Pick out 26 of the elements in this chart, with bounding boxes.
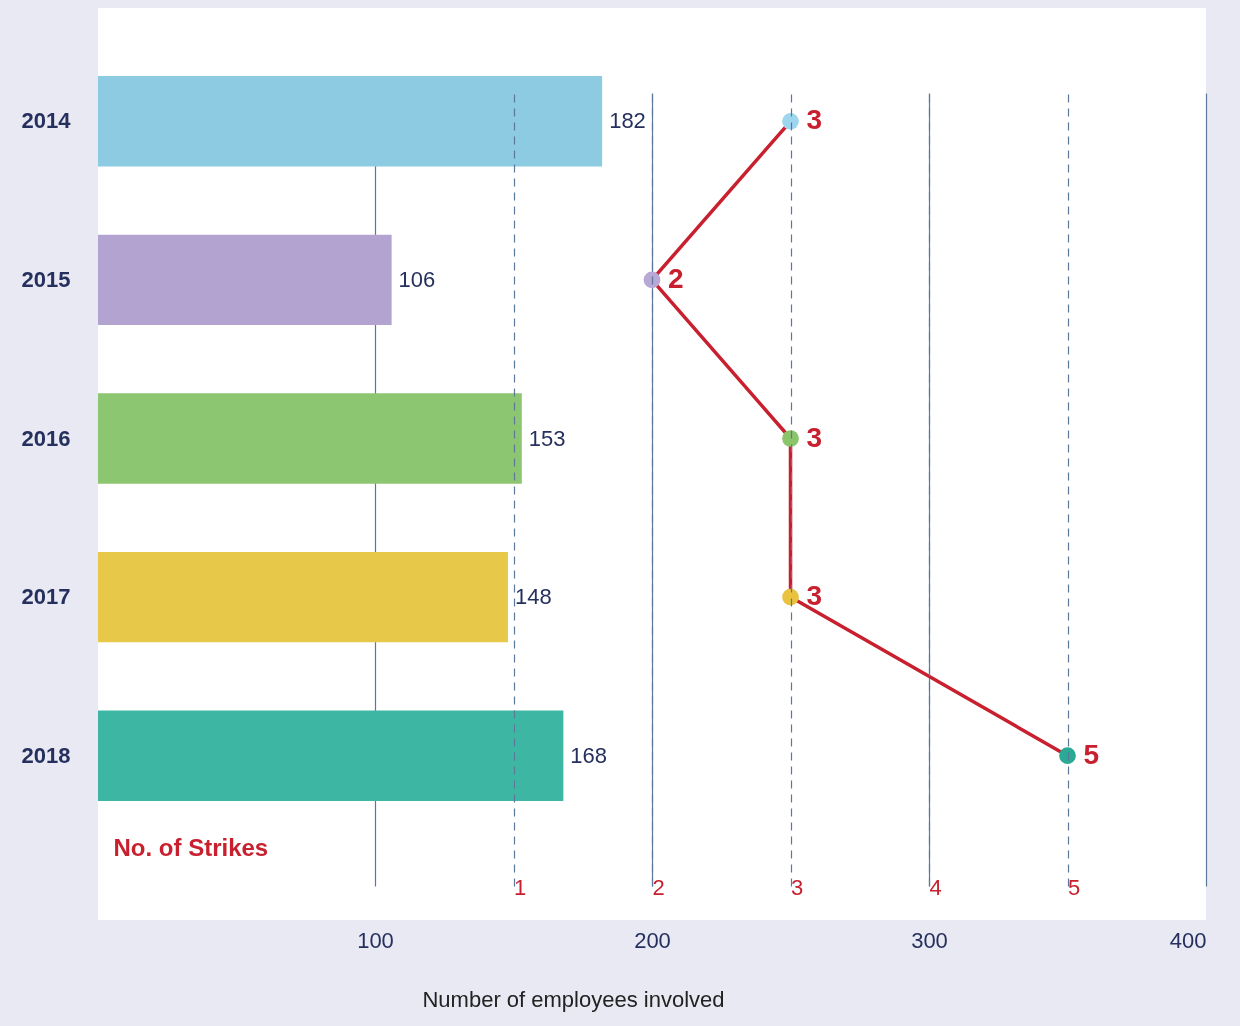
x2-axis-title: No. of Strikes xyxy=(113,833,269,861)
x2-tick-label: 4 xyxy=(929,874,942,900)
data-label: 3 xyxy=(806,421,823,453)
x-tick-label: 300 xyxy=(911,927,948,953)
data-label: 168 xyxy=(570,742,608,768)
y-tick-label: 2016 xyxy=(21,425,71,451)
y-tick-label: 2014 xyxy=(21,108,72,134)
data-label: 3 xyxy=(806,104,823,136)
x2-tick-label: 3 xyxy=(791,874,804,900)
data-label: 153 xyxy=(528,425,566,451)
data-label: 5 xyxy=(1083,738,1100,770)
data-label: 3 xyxy=(806,580,823,612)
x-tick-label: 400 xyxy=(1169,927,1207,953)
x-tick-label: 200 xyxy=(634,927,671,953)
data-label: 106 xyxy=(398,266,436,292)
y-tick-label: 2017 xyxy=(21,584,71,610)
x2-tick-label: 5 xyxy=(1068,874,1081,900)
data-label: 2 xyxy=(668,262,684,294)
x2-tick-label: 2 xyxy=(652,874,665,900)
y-tick-label: 2015 xyxy=(21,266,71,292)
data-label: 148 xyxy=(514,584,552,610)
data-label: 182 xyxy=(609,108,646,134)
x-tick-label: 100 xyxy=(357,927,394,953)
x2-tick-label: 1 xyxy=(514,874,527,900)
x-axis-title: Number of employees involved xyxy=(422,986,725,1012)
y-tick-label: 2018 xyxy=(21,742,71,768)
